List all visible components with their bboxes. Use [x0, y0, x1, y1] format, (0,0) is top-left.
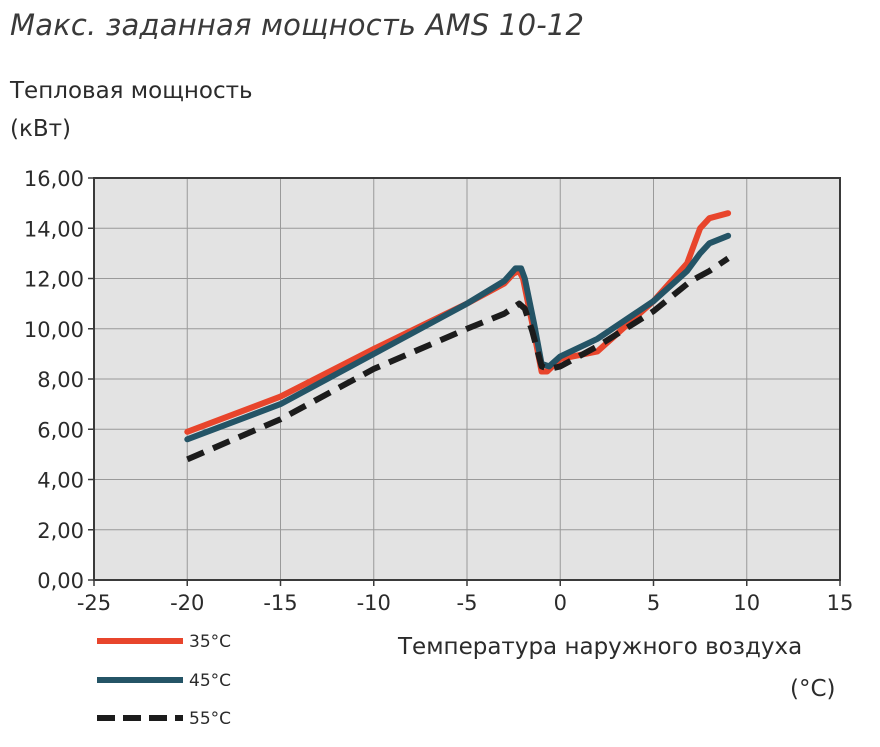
chart-title: Макс. заданная мощность AMS 10-12: [10, 8, 585, 42]
x-axis-unit: (°C): [790, 676, 836, 702]
series-line-3: [186, 255, 730, 463]
x-tick-label: 10: [733, 591, 760, 615]
y-axis-label-unit: (кВт): [10, 116, 72, 142]
legend: 35°C 45°C 55°C: [97, 632, 231, 729]
y-tick-label: 12,00: [24, 268, 84, 292]
x-tick-label: 0: [554, 591, 567, 615]
legend-label-2: 45°C: [189, 671, 231, 691]
axes: [88, 177, 841, 586]
x-tick-label: -20: [170, 591, 204, 615]
x-tick-label: -25: [77, 591, 111, 615]
series-lines: [184, 210, 732, 463]
x-tick-label: -10: [357, 591, 391, 615]
y-axis-label: Тепловая мощность (кВт): [10, 72, 253, 148]
x-tick-labels: -25 -20 -15 -10 -5 0 5 10 15: [77, 591, 854, 615]
x-axis-label: Температура наружного воздуха: [398, 634, 803, 660]
legend-label-3: 55°C: [189, 709, 231, 729]
x-tick-label: -5: [457, 591, 478, 615]
y-tick-label: 6,00: [37, 418, 84, 442]
y-tick-label: 8,00: [37, 368, 84, 392]
y-tick-label: 14,00: [24, 217, 84, 241]
x-tick-label: -15: [263, 591, 297, 615]
y-tick-labels: 0,00 2,00 4,00 6,00 8,00 10,00 12,00 14,00 16,00: [24, 167, 84, 593]
y-tick-label: 16,00: [24, 167, 84, 191]
x-tick-label: 5: [647, 591, 660, 615]
series-line-2: [184, 232, 732, 443]
y-tick-label: 4,00: [37, 469, 84, 493]
x-tick-label: 15: [827, 591, 854, 615]
y-axis-label-line1: Тепловая мощность: [10, 78, 253, 104]
y-tick-label: 0,00: [37, 569, 84, 593]
legend-label-1: 35°C: [189, 632, 231, 652]
y-tick-label: 2,00: [37, 519, 84, 543]
y-tick-label: 10,00: [24, 318, 84, 342]
